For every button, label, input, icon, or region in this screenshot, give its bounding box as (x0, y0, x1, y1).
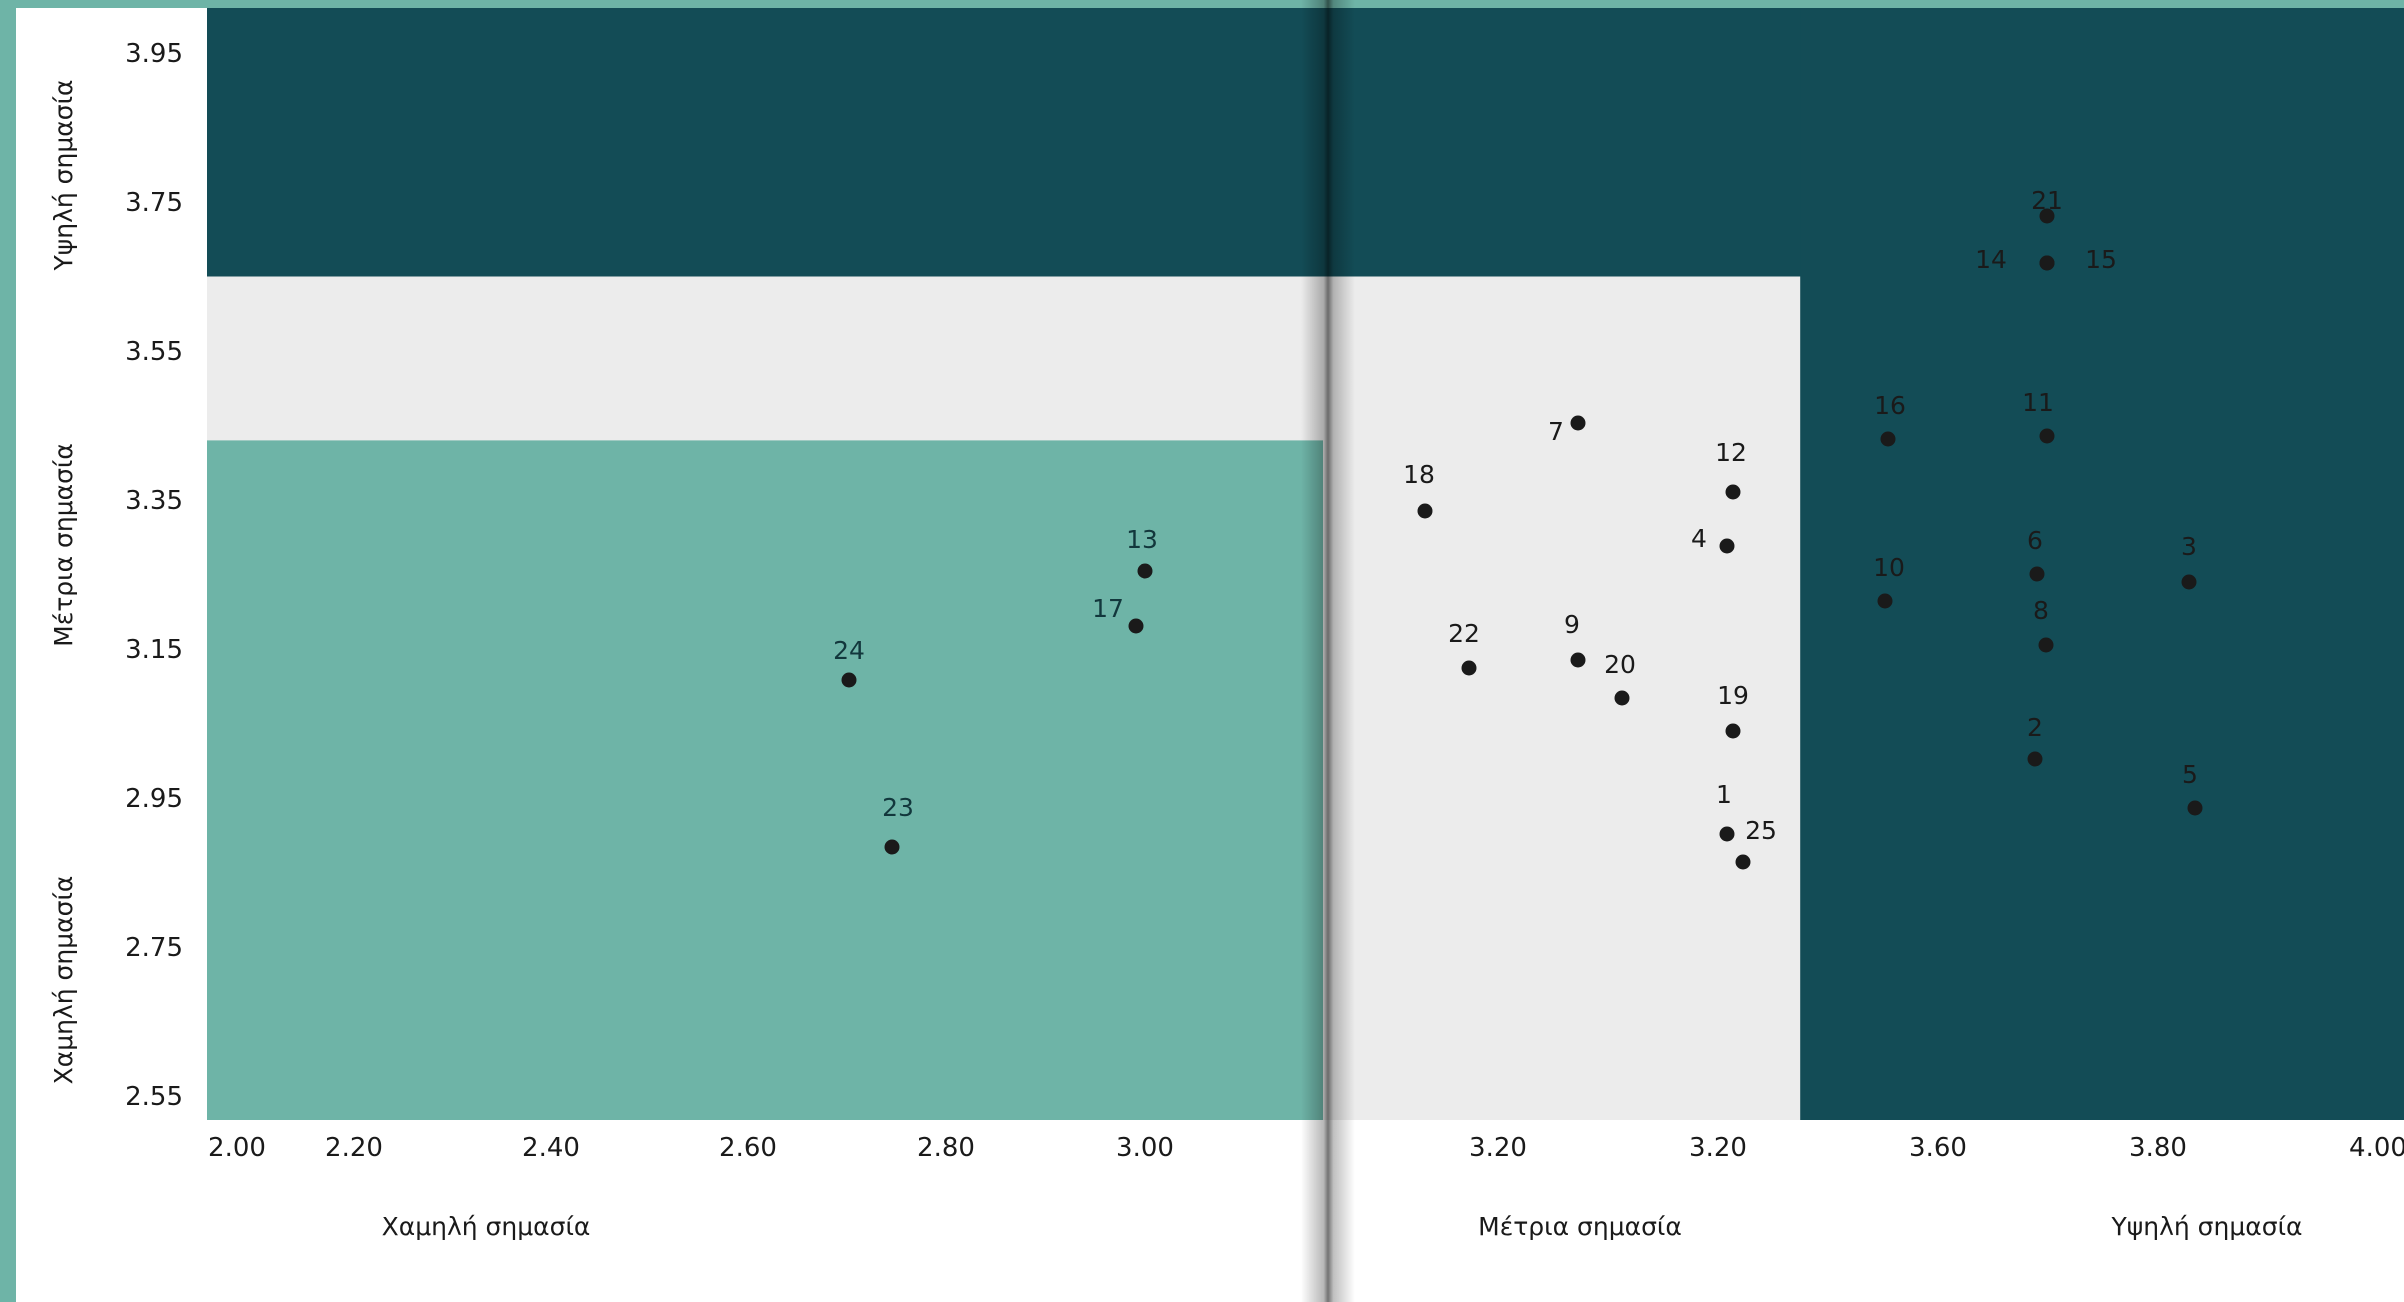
x-tick-label: 3.00 (1116, 1133, 1174, 1163)
data-point-16 (1880, 431, 1896, 447)
top-frame-strip (0, 0, 2404, 8)
y-tick-label: 2.55 (125, 1082, 183, 1112)
y-tick-label: 3.15 (125, 635, 183, 665)
y-zone-label-high: Υψηλή σημασία (49, 79, 78, 271)
y-tick-label: 3.75 (125, 188, 183, 218)
data-point-24 (841, 672, 857, 688)
data-point-20 (1614, 690, 1630, 706)
data-label-13: 13 (1126, 525, 1158, 554)
x-tick-label: 2.60 (719, 1133, 777, 1163)
data-label-4: 4 (1691, 524, 1707, 553)
data-label-6: 6 (2027, 526, 2043, 555)
data-label-24: 24 (833, 636, 865, 665)
data-point-21 (2039, 208, 2055, 224)
x-tick-label: 2.20 (325, 1133, 383, 1163)
data-point-11 (2039, 428, 2055, 444)
zone-low (207, 440, 1323, 1120)
data-point-5 (2187, 800, 2203, 816)
y-tick-label: 3.35 (125, 486, 183, 516)
data-point-25 (1735, 854, 1751, 870)
data-label-18: 18 (1403, 460, 1435, 489)
data-point-18 (1417, 503, 1433, 519)
data-point-1 (1719, 826, 1735, 842)
data-label-17: 17 (1092, 594, 1124, 623)
x-tick-label: 2.00 (208, 1133, 266, 1163)
y-zone-label-low: Χαμηλή σημασία (49, 876, 78, 1085)
data-label-23: 23 (882, 793, 914, 822)
y-tick-label: 3.95 (125, 39, 183, 69)
data-label-5: 5 (2182, 760, 2198, 789)
x-zone-label-high: Υψηλή σημασία (2110, 1212, 2302, 1241)
x-tick-label: 3.20 (1469, 1133, 1527, 1163)
x-zone-label-mid: Μέτρια σημασία (1478, 1212, 1682, 1241)
y-tick-label: 3.55 (125, 337, 183, 367)
data-point-12 (1725, 484, 1741, 500)
data-point-17 (1128, 618, 1144, 634)
data-point-15 (2039, 255, 2055, 271)
data-label-12: 12 (1715, 438, 1747, 467)
data-point-2 (2027, 751, 2043, 767)
data-label-21: 21 (2031, 186, 2063, 215)
y-tick-label: 2.75 (125, 933, 183, 963)
data-label-11: 11 (2022, 388, 2054, 417)
x-tick-label: 3.20 (1689, 1133, 1747, 1163)
data-point-22 (1461, 660, 1477, 676)
data-point-23 (884, 839, 900, 855)
y-tick-label: 2.95 (125, 784, 183, 814)
data-label-19: 19 (1717, 681, 1749, 710)
x-tick-label: 3.60 (1909, 1133, 1967, 1163)
x-tick-label: 2.80 (917, 1133, 975, 1163)
data-label-9: 9 (1564, 610, 1580, 639)
data-label-15: 15 (2085, 245, 2117, 274)
data-label-8: 8 (2033, 596, 2049, 625)
data-point-3 (2181, 574, 2197, 590)
left-frame-strip (0, 0, 16, 1302)
data-label-7: 7 (1548, 417, 1564, 446)
x-tick-label: 3.80 (2129, 1133, 2187, 1163)
x-zone-label-low: Χαμηλή σημασία (382, 1212, 591, 1241)
data-label-2: 2 (2027, 713, 2043, 742)
zone-high-column (1800, 8, 2404, 1120)
data-label-14: 14 (1975, 245, 2007, 274)
x-tick-label: 2.40 (522, 1133, 580, 1163)
data-point-9 (1570, 652, 1586, 668)
data-label-20: 20 (1604, 650, 1636, 679)
data-point-8 (2038, 637, 2054, 653)
data-label-1: 1 (1716, 780, 1732, 809)
y-zone-label-mid: Μέτρια σημασία (49, 443, 78, 647)
x-tick-label: 4.00 (2349, 1133, 2404, 1163)
data-label-16: 16 (1874, 391, 1906, 420)
data-point-7 (1570, 415, 1586, 431)
data-label-3: 3 (2181, 532, 2197, 561)
data-point-6 (2029, 566, 2045, 582)
data-point-19 (1725, 723, 1741, 739)
data-label-22: 22 (1448, 619, 1480, 648)
data-label-10: 10 (1873, 553, 1905, 582)
page-fold-shadow (1301, 0, 1355, 1302)
data-point-13 (1137, 563, 1153, 579)
data-label-25: 25 (1745, 816, 1777, 845)
data-point-10 (1877, 593, 1893, 609)
data-point-4 (1719, 538, 1735, 554)
